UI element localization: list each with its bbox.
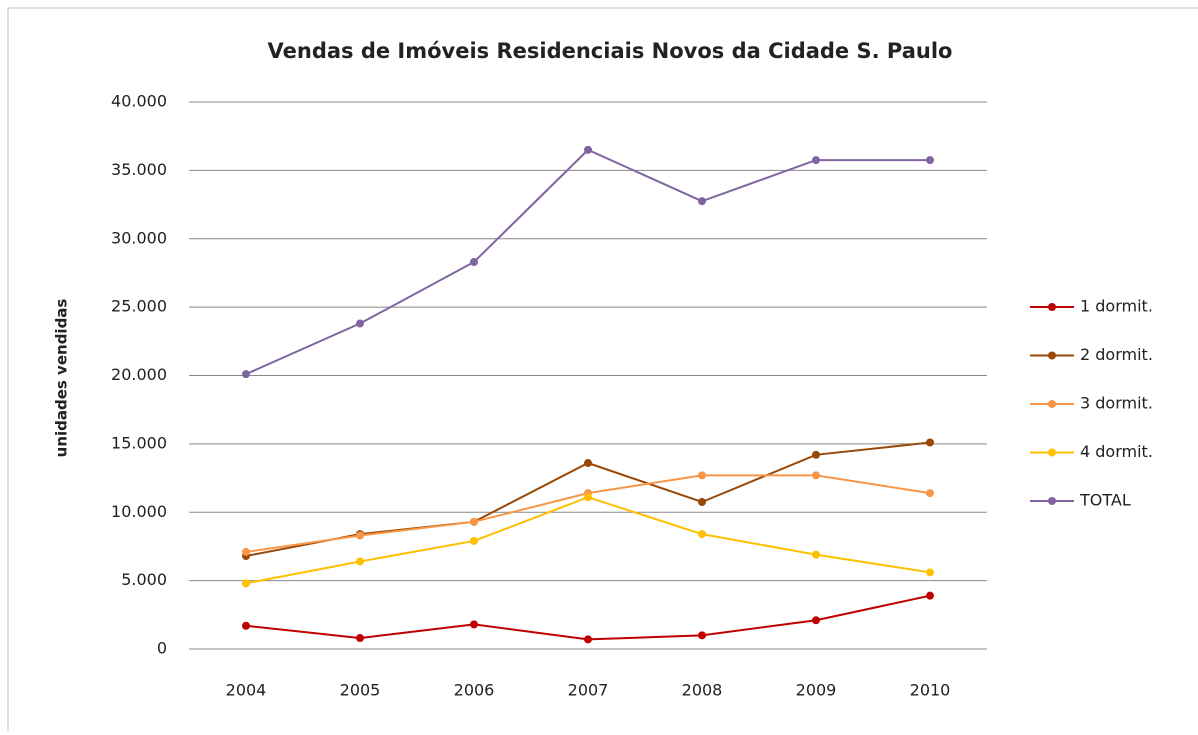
y-tick-label: 25.000 — [111, 297, 167, 316]
data-point — [926, 156, 934, 165]
x-tick-label: 2007 — [568, 681, 609, 700]
y-tick-label: 0 — [157, 639, 167, 658]
data-point — [698, 530, 706, 539]
data-point — [698, 471, 706, 480]
data-point — [242, 547, 250, 556]
y-tick-label: 5.000 — [121, 570, 167, 589]
data-point — [242, 621, 250, 630]
legend-label: 2 dormit. — [1080, 345, 1153, 364]
data-point — [470, 536, 478, 545]
data-point — [470, 517, 478, 526]
y-tick-label: 40.000 — [111, 92, 167, 111]
data-point — [584, 635, 592, 644]
legend-marker — [1048, 400, 1056, 408]
legend-marker — [1048, 351, 1056, 360]
legend-label: 4 dormit. — [1080, 442, 1153, 461]
chart-frame — [7, 7, 1198, 735]
legend-label: 1 dormit. — [1080, 297, 1153, 316]
y-tick-label: 30.000 — [111, 228, 167, 247]
data-point — [356, 557, 364, 566]
y-tick-label: 35.000 — [111, 160, 167, 179]
x-tick-label: 2005 — [340, 681, 381, 700]
data-point — [812, 616, 820, 625]
data-point — [812, 450, 820, 459]
chart-title: Vendas de Imóveis Residenciais Novos da … — [268, 39, 953, 63]
x-tick-label: 2009 — [796, 681, 837, 700]
legend-label: 3 dormit. — [1080, 394, 1153, 413]
data-point — [584, 145, 592, 154]
x-tick-label: 2010 — [910, 681, 951, 700]
y-axis-label: unidades vendidas — [53, 299, 71, 458]
data-point — [926, 438, 934, 447]
y-tick-label: 20.000 — [111, 365, 167, 384]
y-tick-label: 15.000 — [111, 433, 167, 452]
data-point — [356, 634, 364, 643]
data-point — [926, 568, 934, 577]
data-point — [356, 531, 364, 540]
legend-marker — [1048, 303, 1056, 311]
x-tick-label: 2008 — [682, 681, 723, 700]
data-point — [356, 319, 364, 328]
data-point — [698, 497, 706, 506]
data-point — [242, 579, 250, 588]
x-tick-label: 2004 — [226, 681, 267, 700]
data-point — [242, 370, 250, 379]
data-point — [812, 550, 820, 559]
data-point — [926, 489, 934, 498]
data-point — [698, 197, 706, 206]
legend-marker — [1048, 448, 1056, 457]
data-point — [470, 257, 478, 266]
x-tick-label: 2006 — [454, 681, 495, 700]
data-point — [470, 620, 478, 629]
data-point — [812, 156, 820, 165]
legend-label: TOTAL — [1079, 491, 1131, 510]
legend-marker — [1048, 497, 1056, 505]
data-point — [926, 591, 934, 600]
data-point — [584, 459, 592, 468]
y-tick-label: 10.000 — [111, 502, 167, 521]
data-point — [812, 471, 820, 480]
data-point — [584, 493, 592, 502]
data-point — [698, 631, 706, 640]
